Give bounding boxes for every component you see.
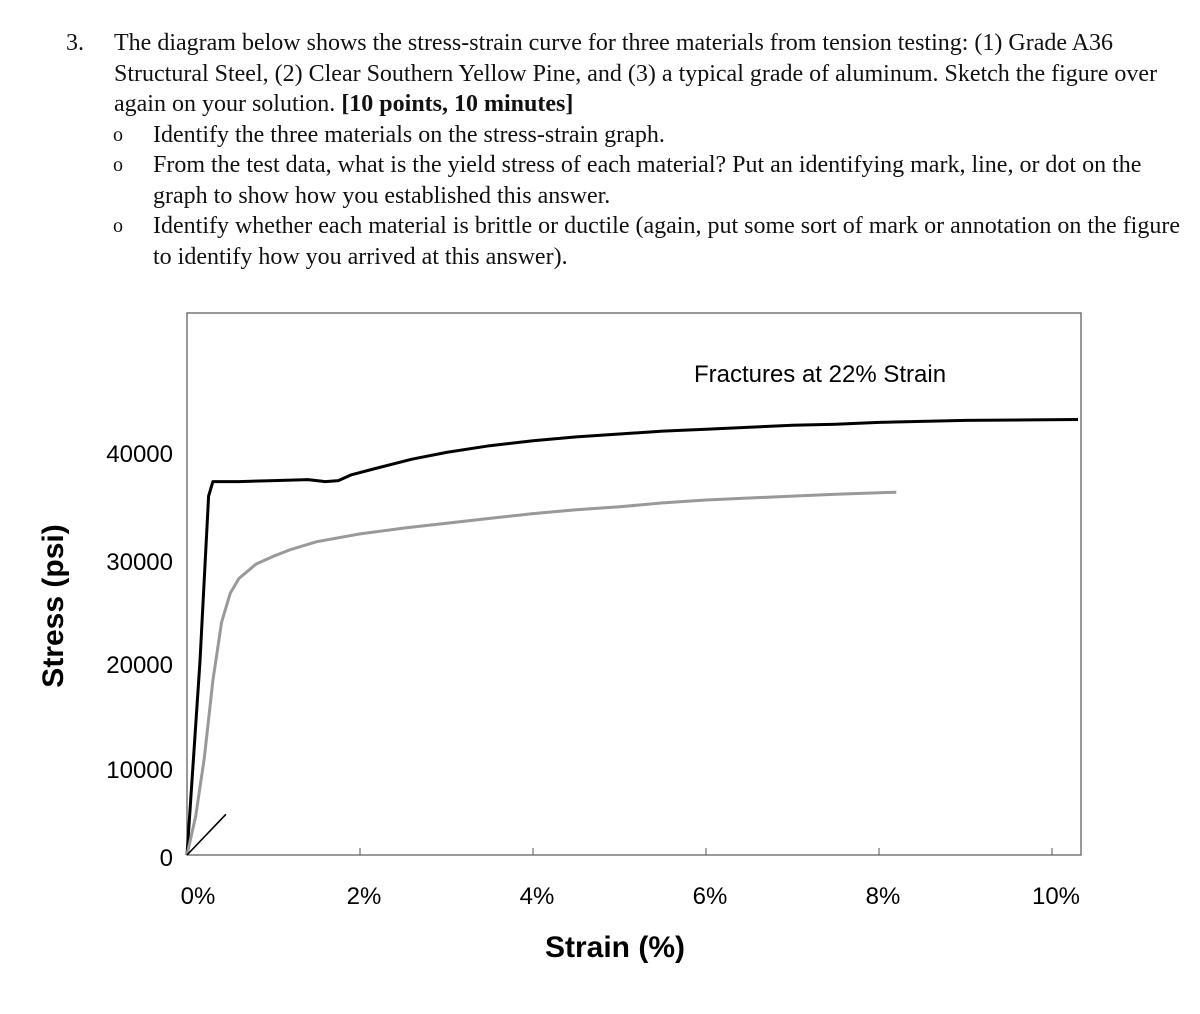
x-tick-label: 4%: [520, 883, 555, 910]
fracture-annotation: Fractures at 22% Strain: [694, 361, 946, 388]
question-points: [10 points, 10 minutes]: [341, 91, 574, 117]
instruction-text: Identify whether each material is brittl…: [153, 213, 1180, 270]
y-axis-title: Stress (psi): [37, 524, 70, 687]
x-tick-label: 0%: [181, 883, 216, 910]
x-tick-label: 2%: [347, 883, 382, 910]
y-tick-label: 0: [160, 845, 173, 872]
axis-ticks: [186, 848, 1053, 855]
series-layer: [185, 418, 1079, 856]
question-stem: 3. The diagram below shows the stress-st…: [66, 28, 1191, 120]
instruction-text: From the test data, what is the yield st…: [153, 152, 1142, 209]
question-text: The diagram below shows the stress-strai…: [114, 30, 1158, 117]
x-tick-label: 6%: [693, 883, 728, 910]
series-line-3: [186, 813, 227, 856]
y-tick-label: 40000: [106, 441, 173, 468]
question-number: 3.: [66, 30, 84, 56]
bullet-icon: o: [113, 123, 123, 146]
x-tick-label: 10%: [1032, 883, 1080, 910]
plot-frame: [186, 312, 1082, 856]
y-tick-label: 20000: [106, 652, 173, 679]
instruction-list: o Identify the three materials on the st…: [66, 120, 1191, 273]
instruction-text: Identify the three materials on the stre…: [153, 121, 665, 148]
y-tick-label: 10000: [106, 757, 173, 784]
series-line-1: [185, 418, 1079, 856]
question-block: 3. The diagram below shows the stress-st…: [66, 28, 1191, 272]
x-axis-title: Strain (%): [545, 931, 685, 964]
y-tick-label: 30000: [106, 549, 173, 576]
instruction-item: o Identify the three materials on the st…: [66, 120, 1191, 151]
instruction-item: o From the test data, what is the yield …: [66, 150, 1191, 211]
series-line-2: [185, 490, 897, 856]
instruction-item: o Identify whether each material is brit…: [66, 211, 1191, 272]
x-tick-label: 8%: [866, 883, 901, 910]
bullet-icon: o: [113, 154, 123, 176]
bullet-icon: o: [113, 215, 123, 237]
